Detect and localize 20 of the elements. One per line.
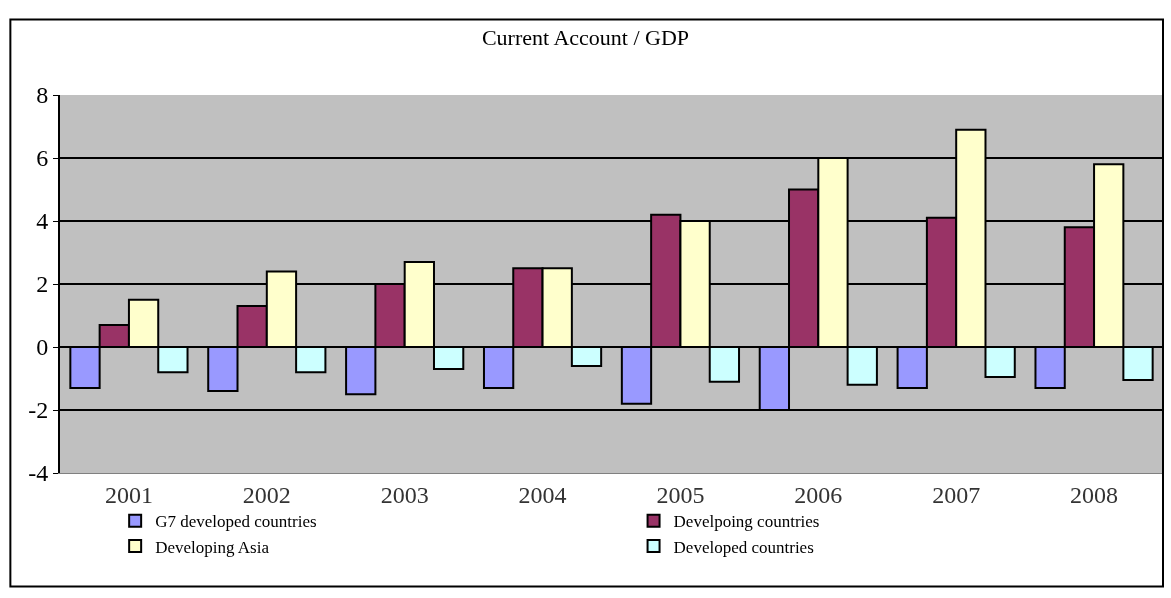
x-tick-label: 2006: [794, 481, 843, 508]
y-tick-label: 6: [36, 145, 49, 172]
x-tick-label: 2001: [104, 481, 153, 508]
legend-label: Developing Asia: [155, 537, 270, 557]
legend-label: Developed countries: [673, 537, 814, 557]
x-tick-label: 2004: [518, 481, 567, 508]
x-tick-label: 2007: [932, 481, 981, 508]
x-tick-label: 2008: [1070, 481, 1119, 508]
legend-label: Develpoing countries: [673, 512, 820, 532]
chart-title: Current Account / GDP: [481, 25, 690, 51]
y-tick-label: 8: [36, 82, 49, 109]
x-tick-label: 2005: [656, 481, 705, 508]
y-tick-label: 4: [36, 208, 49, 235]
y-tick-label: -4: [28, 460, 49, 487]
y-tick-label: 2: [36, 271, 49, 298]
y-tick-label: 0: [36, 334, 49, 361]
legend-label: G7 developed countries: [155, 512, 317, 532]
x-tick-label: 2003: [380, 481, 429, 508]
x-tick-label: 2002: [242, 481, 291, 508]
y-tick-label: -2: [28, 397, 49, 424]
